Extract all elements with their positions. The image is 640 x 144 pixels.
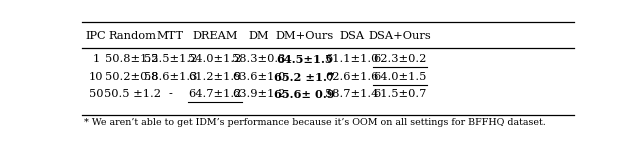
Text: DSA: DSA: [339, 31, 364, 41]
Text: Random: Random: [108, 31, 156, 41]
Text: 50.2±0.8: 50.2±0.8: [106, 72, 159, 82]
Text: DM: DM: [248, 31, 269, 41]
Text: 65.6± 0.9: 65.6± 0.9: [274, 89, 335, 100]
Text: 62.6±1.6: 62.6±1.6: [325, 72, 378, 82]
Text: 58.7±1.4: 58.7±1.4: [325, 89, 378, 99]
Text: 63.9±1.2: 63.9±1.2: [232, 89, 285, 99]
Text: IPC: IPC: [86, 31, 106, 41]
Text: 58.6±1.3: 58.6±1.3: [143, 72, 197, 82]
Text: 50.8±1.5: 50.8±1.5: [106, 54, 159, 64]
Text: 52.5±1.2: 52.5±1.2: [143, 54, 197, 64]
Text: 64.7±1.2: 64.7±1.2: [188, 89, 241, 99]
Text: 64.5±1.5: 64.5±1.5: [276, 54, 333, 65]
Text: -: -: [168, 89, 172, 99]
Text: 50: 50: [88, 89, 103, 99]
Text: 61.1±1.0: 61.1±1.0: [325, 54, 378, 64]
Text: 64.0±1.5: 64.0±1.5: [373, 72, 427, 82]
Text: DREAM: DREAM: [192, 31, 237, 41]
Text: 61.5±0.7: 61.5±0.7: [373, 89, 427, 99]
Text: DSA+Ours: DSA+Ours: [369, 31, 431, 41]
Text: 58.3±0.3: 58.3±0.3: [232, 54, 285, 64]
Text: 65.2 ±1.7: 65.2 ±1.7: [274, 72, 335, 83]
Text: 62.3±0.2: 62.3±0.2: [373, 54, 427, 64]
Text: 61.2±1.9: 61.2±1.9: [188, 72, 241, 82]
Text: 50.5 ±1.2: 50.5 ±1.2: [104, 89, 161, 99]
Text: 1: 1: [92, 54, 99, 64]
Text: 63.6±1.0: 63.6±1.0: [232, 72, 285, 82]
Text: MTT: MTT: [157, 31, 184, 41]
Text: 10: 10: [88, 72, 103, 82]
Text: DM+Ours: DM+Ours: [275, 31, 333, 41]
Text: 54.0±1.2: 54.0±1.2: [188, 54, 241, 64]
Text: * We aren’t able to get IDM’s performance because it’s OOM on all settings for B: * We aren’t able to get IDM’s performanc…: [84, 118, 546, 127]
